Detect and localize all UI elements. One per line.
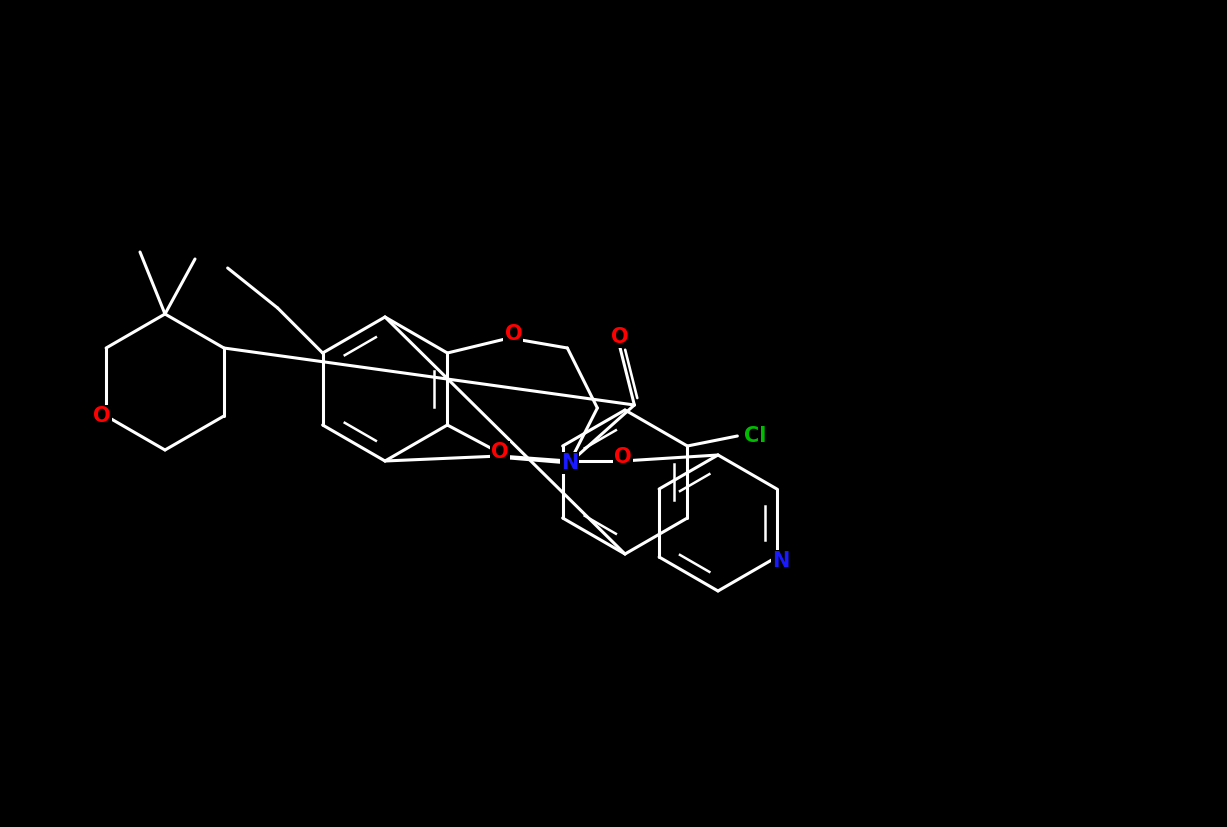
Text: O: O [93, 406, 110, 426]
Text: Cl: Cl [744, 426, 767, 446]
Text: N: N [772, 551, 790, 571]
Text: O: O [504, 324, 523, 344]
Text: O: O [611, 327, 628, 347]
Text: N: N [561, 453, 578, 473]
Text: O: O [491, 442, 509, 462]
Text: O: O [615, 447, 632, 467]
